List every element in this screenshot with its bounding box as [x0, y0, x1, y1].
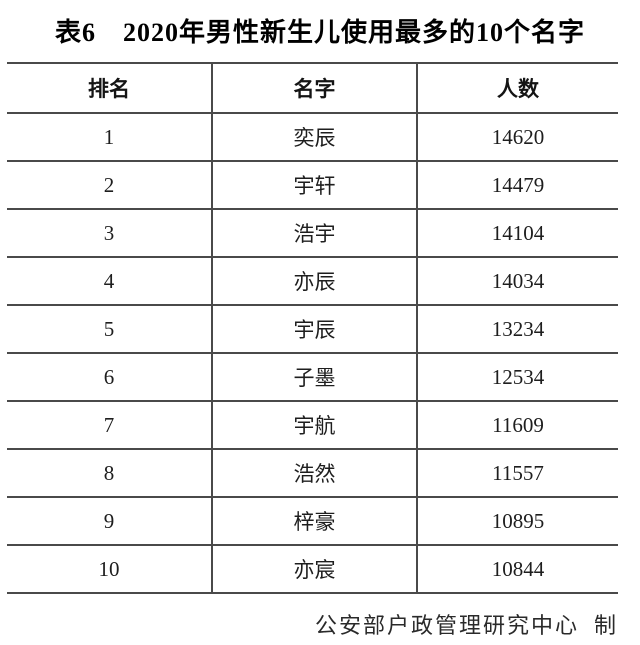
rank-cell: 3	[7, 208, 212, 258]
table-row: 4 亦辰 14034	[7, 256, 618, 306]
rank-cell: 9	[7, 496, 212, 546]
count-cell: 11557	[416, 448, 618, 498]
table-row: 8 浩然 11557	[7, 448, 618, 498]
table-row: 7 宇航 11609	[7, 400, 618, 450]
count-cell: 10844	[416, 544, 618, 594]
name-cell: 浩宇	[211, 208, 417, 258]
count-cell: 14620	[416, 112, 618, 162]
count-cell: 14479	[416, 160, 618, 210]
name-cell: 亦辰	[211, 256, 417, 306]
page-title: 表6 2020年男性新生儿使用最多的10个名字	[54, 18, 585, 47]
rank-cell: 10	[7, 544, 212, 594]
count-cell: 11609	[416, 400, 618, 450]
col-header-rank: 排名	[7, 62, 212, 114]
name-cell: 梓豪	[211, 496, 417, 546]
name-cell: 子墨	[211, 352, 417, 402]
count-cell: 12534	[416, 352, 618, 402]
rank-cell: 2	[7, 160, 212, 210]
count-cell: 14034	[416, 256, 618, 306]
baby-names-table: 排名 名字 人数 1 奕辰 14620 2 宇轩 14479 3 浩宇 14104 4 亦辰 1403…	[7, 62, 618, 594]
source-credit: 公安部户政管理研究中心 制	[314, 613, 618, 638]
table-row: 1 奕辰 14620	[7, 112, 618, 162]
name-cell: 宇轩	[211, 160, 417, 210]
count-cell: 10895	[416, 496, 618, 546]
table-row: 10 亦宸 10844	[7, 544, 618, 594]
name-cell: 宇辰	[211, 304, 417, 354]
rank-cell: 4	[7, 256, 212, 306]
rank-cell: 1	[7, 112, 212, 162]
count-cell: 14104	[416, 208, 618, 258]
rank-cell: 5	[7, 304, 212, 354]
name-cell: 浩然	[211, 448, 417, 498]
rank-cell: 8	[7, 448, 212, 498]
header-row: 排名 名字 人数	[7, 62, 618, 114]
table-header: 排名 名字 人数	[7, 62, 618, 114]
table-row: 5 宇辰 13234	[7, 304, 618, 354]
table-row: 6 子墨 12534	[7, 352, 618, 402]
name-cell: 亦宸	[211, 544, 417, 594]
table-row: 9 梓豪 10895	[7, 496, 618, 546]
table-body: 1 奕辰 14620 2 宇轩 14479 3 浩宇 14104 4 亦辰 14034 5 宇辰 13234…	[7, 112, 618, 594]
table-row: 2 宇轩 14479	[7, 160, 618, 210]
name-cell: 宇航	[211, 400, 417, 450]
col-header-name: 名字	[211, 62, 417, 114]
count-cell: 13234	[416, 304, 618, 354]
table-row: 3 浩宇 14104	[7, 208, 618, 258]
rank-cell: 7	[7, 400, 212, 450]
col-header-count: 人数	[416, 62, 618, 114]
name-cell: 奕辰	[211, 112, 417, 162]
rank-cell: 6	[7, 352, 212, 402]
